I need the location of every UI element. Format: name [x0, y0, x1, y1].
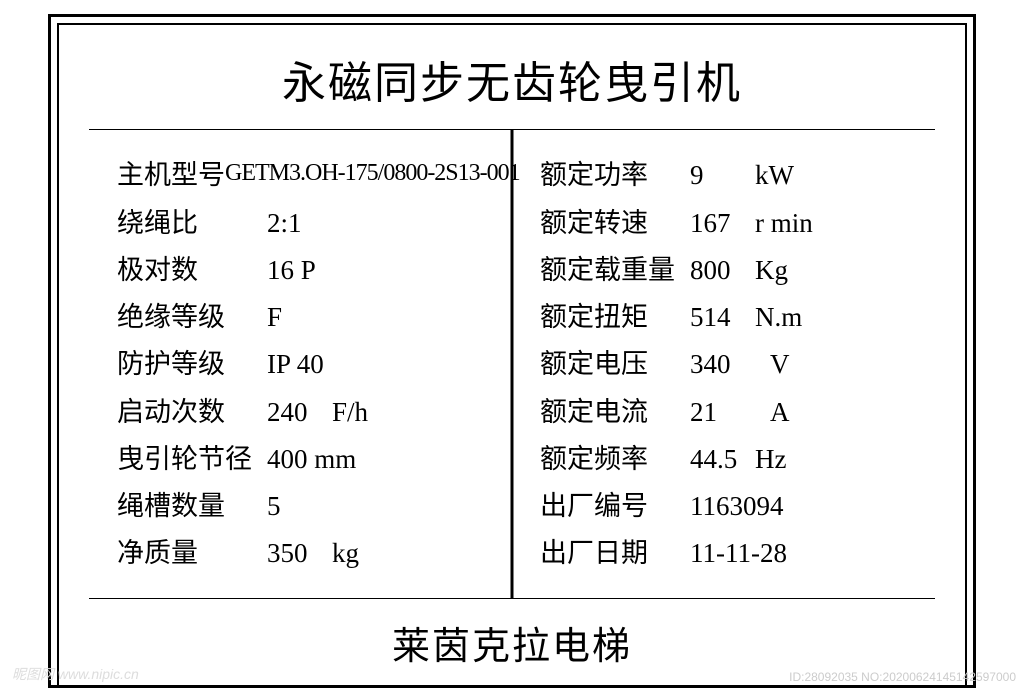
spec-value: 9 kW	[690, 152, 935, 199]
spec-row: 出厂编号1163094	[540, 483, 935, 530]
spec-label: 额定电压	[540, 341, 690, 388]
spec-column-right: 额定功率9 kW额定转速167 r min额定载重量800 Kg额定扭矩514 …	[512, 130, 935, 597]
spec-row: 额定频率44.5 Hz	[540, 436, 935, 483]
spec-label: 额定频率	[540, 436, 690, 483]
spec-row: 额定电压340 V	[540, 341, 935, 388]
spec-value: 400 mm	[267, 436, 512, 483]
spec-value: 44.5 Hz	[690, 436, 935, 483]
watermark-right: ID:28092035 NO:20200624145142597000	[789, 670, 1016, 684]
spec-label: 绝缘等级	[117, 294, 267, 341]
spec-value: 1163094	[690, 483, 935, 530]
outer-frame: 永磁同步无齿轮曳引机 主机型号GETM3.OH-175/0800-2S13-00…	[48, 14, 976, 688]
spec-label: 额定功率	[540, 152, 690, 199]
spec-label: 额定电流	[540, 389, 690, 436]
spec-label: 额定扭矩	[540, 294, 690, 341]
spec-row: 绝缘等级F	[117, 294, 512, 341]
spec-row: 额定电流21 A	[540, 389, 935, 436]
spec-label: 出厂编号	[540, 483, 690, 530]
spec-row: 主机型号GETM3.OH-175/0800-2S13-001	[117, 152, 512, 199]
spec-row: 额定载重量800 Kg	[540, 247, 935, 294]
spec-row: 额定功率9 kW	[540, 152, 935, 199]
spec-value: F	[267, 294, 512, 341]
spec-row: 曳引轮节径400 mm	[117, 436, 512, 483]
spec-row: 绕绳比2:1	[117, 200, 512, 247]
spec-value: 350 kg	[267, 530, 512, 577]
spec-value: GETM3.OH-175/0800-2S13-001	[225, 152, 520, 199]
spec-value: 21 A	[690, 389, 935, 436]
watermark-left: 昵图网 www.nipic.cn	[12, 664, 139, 684]
spec-label: 出厂日期	[540, 530, 690, 577]
spec-label: 曳引轮节径	[117, 436, 267, 483]
spec-value: 16 P	[267, 247, 512, 294]
nameplate-title: 永磁同步无齿轮曳引机	[59, 25, 965, 129]
spec-row: 极对数16 P	[117, 247, 512, 294]
spec-row: 出厂日期11-11-28	[540, 530, 935, 577]
spec-container: 主机型号GETM3.OH-175/0800-2S13-001绕绳比2:1极对数1…	[89, 130, 935, 597]
spec-label: 启动次数	[117, 389, 267, 436]
spec-label: 主机型号	[117, 152, 225, 199]
spec-row: 绳槽数量5	[117, 483, 512, 530]
spec-label: 额定载重量	[540, 247, 690, 294]
spec-value: 800 Kg	[690, 247, 935, 294]
spec-row: 启动次数240 F/h	[117, 389, 512, 436]
spec-value: IP 40	[267, 341, 512, 388]
spec-label: 极对数	[117, 247, 267, 294]
spec-row: 净质量350 kg	[117, 530, 512, 577]
spec-label: 净质量	[117, 530, 267, 577]
spec-label: 额定转速	[540, 200, 690, 247]
spec-row: 额定扭矩514 N.m	[540, 294, 935, 341]
spec-column-left: 主机型号GETM3.OH-175/0800-2S13-001绕绳比2:1极对数1…	[89, 130, 512, 597]
spec-value: 2:1	[267, 200, 512, 247]
spec-value: 240 F/h	[267, 389, 512, 436]
spec-value: 167 r min	[690, 200, 935, 247]
spec-label: 绳槽数量	[117, 483, 267, 530]
vertical-divider	[511, 130, 514, 597]
spec-label: 绕绳比	[117, 200, 267, 247]
spec-value: 514 N.m	[690, 294, 935, 341]
spec-row: 防护等级IP 40	[117, 341, 512, 388]
spec-label: 防护等级	[117, 341, 267, 388]
spec-value: 340 V	[690, 341, 935, 388]
inner-frame: 永磁同步无齿轮曳引机 主机型号GETM3.OH-175/0800-2S13-00…	[57, 23, 967, 688]
spec-value: 11-11-28	[690, 530, 935, 577]
spec-value: 5	[267, 483, 512, 530]
spec-row: 额定转速167 r min	[540, 200, 935, 247]
